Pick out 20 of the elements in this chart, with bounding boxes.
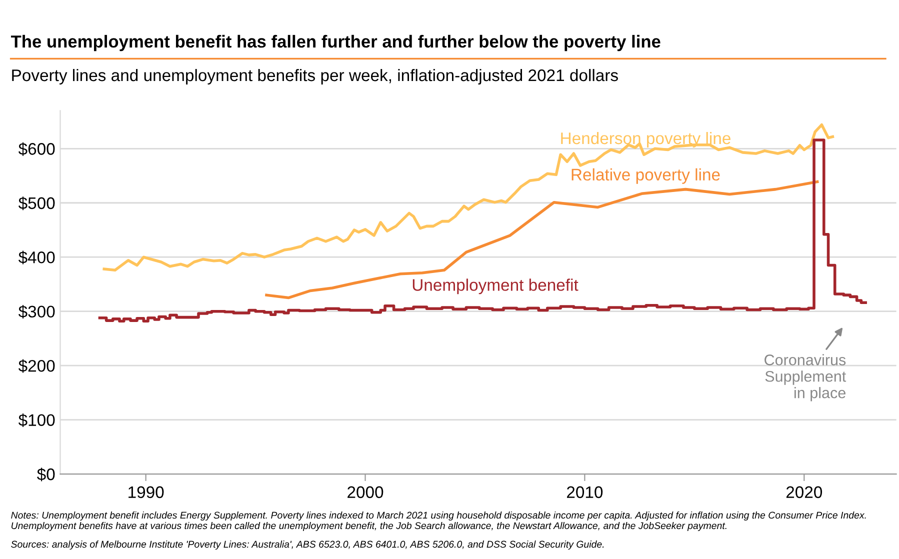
- line-series: [102, 123, 834, 272]
- x-tick-label: 2000: [348, 486, 384, 498]
- series-label: Relative poverty line: [572, 168, 720, 184]
- y-tick-label: $0: [37, 468, 55, 482]
- series-label: Unemployment benefit: [412, 278, 578, 294]
- y-tick-label: $500: [18, 196, 55, 210]
- y-tick-label: $400: [18, 250, 55, 264]
- series-label: Henderson poverty line: [561, 132, 730, 148]
- x-tick-label: 1990: [128, 486, 164, 498]
- x-tick-label: 2020: [786, 486, 822, 498]
- source-note: Sources: analysis of Melbourne Institute 'Poverty Lines: Australia', ABS 6523.0, ABS 6401.0, ABS 5206.0, and DSS Social Security Guide.: [11, 540, 604, 550]
- y-tick-label: $100: [18, 414, 55, 427]
- chart-subtitle: Poverty lines and unemployment benefits per week, inflation-adjusted 2021 dollars: [12, 68, 618, 85]
- y-tick-label: $300: [18, 305, 55, 319]
- text: Notes: Unemployment benefit includes Energy Supplement. Poverty lines indexed to March 2021 using household disposable income per capita. Adjusted for inflation using the Consumer Price Index. Unemployment benefits have at various times been called the unemployment benefit, the Job Search allowance, the Newstart Allowance, and the JobSeeker payment.: [11, 511, 866, 532]
- x-tick-label: 2010: [567, 486, 603, 498]
- y-tick-label: $600: [18, 142, 55, 156]
- annotation: Coronavirus Supplement in place: [764, 354, 846, 402]
- chart-title: The unemployment benefit has fallen further and further below the poverty line: [10, 34, 660, 52]
- y-tick-label: $200: [18, 359, 55, 373]
